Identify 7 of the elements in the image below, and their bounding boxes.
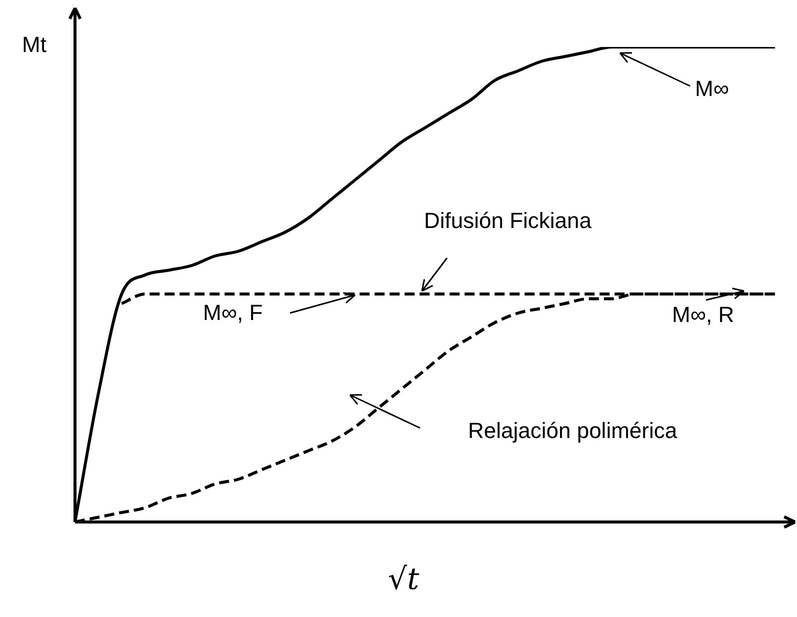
x-axis-title: √t <box>388 562 420 597</box>
annotation: M∞, F <box>203 300 263 325</box>
annotation: Relajación polimérica <box>468 418 678 443</box>
annotation: Difusión Fickiana <box>424 208 592 233</box>
annotation: M∞, R <box>672 302 734 327</box>
y-axis-title: Mt <box>22 32 46 57</box>
annotation: M∞ <box>695 76 730 101</box>
